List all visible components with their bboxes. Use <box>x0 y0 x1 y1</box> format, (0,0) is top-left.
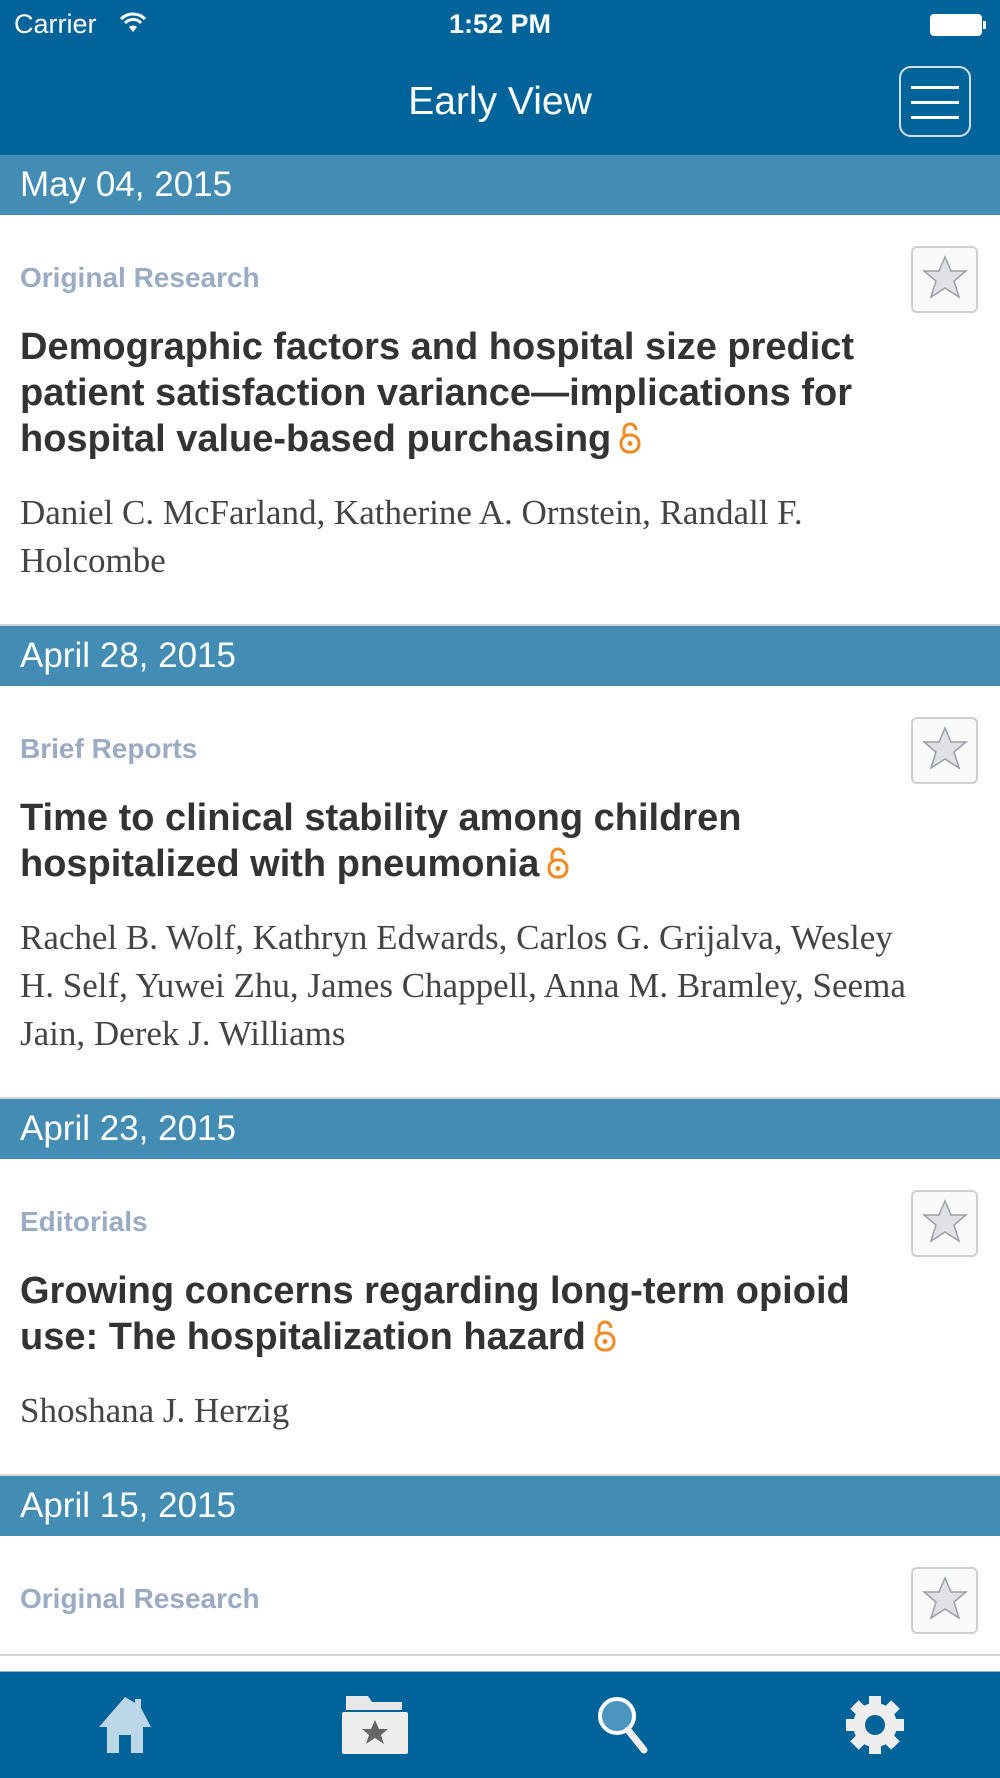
open-access-lock-icon <box>619 419 641 465</box>
favorite-button[interactable] <box>911 717 978 784</box>
tab-favorites[interactable] <box>340 1692 410 1758</box>
date-header: April 15, 2015 <box>0 1476 1000 1536</box>
date-header: April 23, 2015 <box>0 1099 1000 1159</box>
star-icon <box>921 1199 968 1248</box>
tab-home[interactable] <box>90 1692 160 1758</box>
clock: 1:52 PM <box>448 9 552 39</box>
tab-search[interactable] <box>590 1692 660 1758</box>
article-title-text: Growing concerns regarding long-term opi… <box>20 1270 850 1358</box>
article-category: Original Research <box>20 262 260 293</box>
date-header: May 04, 2015 <box>0 155 1000 215</box>
menu-icon-line <box>911 116 959 119</box>
page-title: Early View <box>408 80 592 123</box>
article-list[interactable]: May 04, 2015 Original Research Demographic… <box>0 155 1000 1671</box>
favorite-button[interactable] <box>911 246 978 313</box>
navigation-bar: Early View <box>0 50 1000 155</box>
star-icon <box>921 726 968 775</box>
date-header: April 28, 2015 <box>0 626 1000 686</box>
star-icon <box>921 255 968 304</box>
favorite-button[interactable] <box>911 1567 978 1634</box>
carrier-label: Carrier <box>14 9 97 39</box>
tab-bar <box>0 1671 1000 1778</box>
status-bar: Carrier 1:52 PM <box>0 0 1000 50</box>
article-item[interactable]: Original Research Demographic factors and… <box>0 215 1000 626</box>
article-authors: Daniel C. McFarland, Katherine A. Ornste… <box>20 493 803 580</box>
article-category: Original Research <box>20 1583 260 1614</box>
article-title[interactable]: Time to clinical stability among childre… <box>20 795 930 890</box>
search-icon <box>598 1697 648 1754</box>
home-icon <box>99 1697 151 1753</box>
article-item[interactable]: Editorials Growing concerns regarding lon… <box>0 1159 1000 1476</box>
article-category: Brief Reports <box>20 733 198 764</box>
open-access-lock-icon <box>547 844 569 890</box>
article-category: Editorials <box>20 1206 148 1237</box>
article-authors: Shoshana J. Herzig <box>20 1391 290 1430</box>
wifi-icon <box>119 10 147 41</box>
article-title[interactable]: Growing concerns regarding long-term opi… <box>20 1268 930 1363</box>
menu-icon <box>911 86 959 89</box>
settings-gear-icon <box>846 1696 904 1754</box>
article-item[interactable]: Original Research <box>0 1536 1000 1656</box>
article-title[interactable]: Demographic factors and hospital size pr… <box>20 324 930 465</box>
favorite-button[interactable] <box>911 1190 978 1257</box>
menu-button[interactable] <box>899 66 971 137</box>
star-icon <box>921 1576 968 1625</box>
article-authors: Rachel B. Wolf, Kathryn Edwards, Carlos … <box>20 918 906 1053</box>
battery-icon <box>930 14 986 36</box>
tab-settings[interactable] <box>840 1692 910 1758</box>
favorites-folder-icon <box>342 1696 408 1754</box>
article-title-text: Demographic factors and hospital size pr… <box>20 326 855 460</box>
open-access-lock-icon <box>594 1317 616 1363</box>
menu-icon-line <box>911 101 959 104</box>
article-item[interactable]: Brief Reports Time to clinical stability … <box>0 686 1000 1099</box>
article-title-text: Time to clinical stability among childre… <box>20 797 742 885</box>
